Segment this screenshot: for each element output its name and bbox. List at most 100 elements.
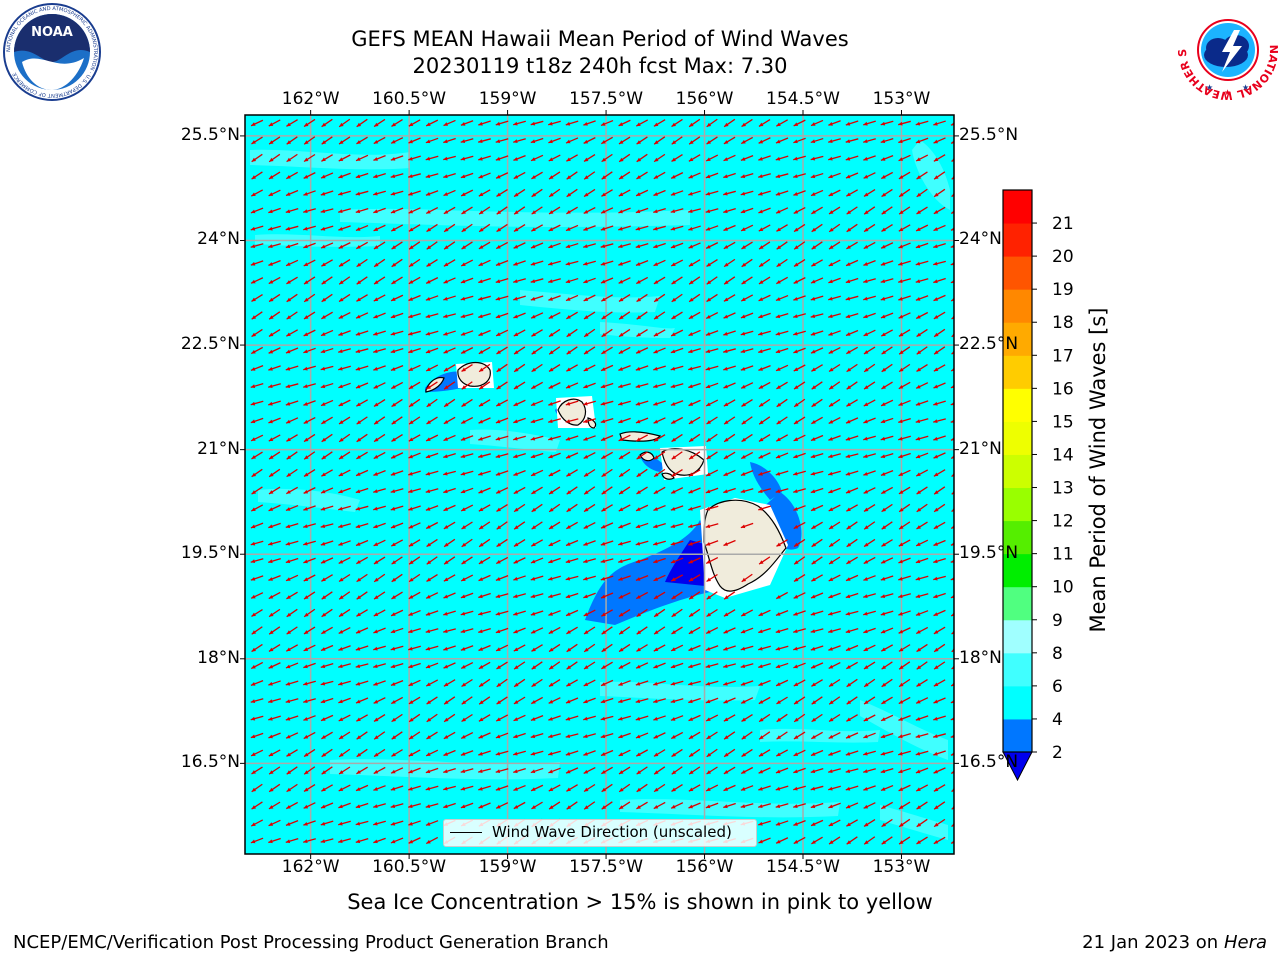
wave-direction-arrow xyxy=(548,575,561,581)
wave-direction-arrow xyxy=(688,259,701,267)
wave-direction-arrow xyxy=(303,347,316,354)
wave-direction-arrow xyxy=(321,154,333,162)
wave-direction-arrow xyxy=(933,206,946,215)
wave-direction-arrow xyxy=(548,593,561,599)
wave-direction-arrow xyxy=(268,504,281,512)
wave-direction-arrow xyxy=(705,784,719,792)
wave-direction-arrow xyxy=(828,295,841,301)
wave-direction-arrow xyxy=(863,644,876,652)
wave-direction-arrow xyxy=(635,698,649,704)
wave-direction-arrow xyxy=(618,522,631,529)
wave-direction-arrow xyxy=(793,241,806,250)
wave-direction-arrow xyxy=(723,190,736,196)
wave-direction-arrow xyxy=(636,626,648,635)
colorbar-tick-label: 21 xyxy=(1052,214,1074,234)
wave-direction-arrow xyxy=(863,329,876,337)
wave-direction-arrow xyxy=(320,172,334,179)
wave-direction-arrow xyxy=(670,365,684,371)
wave-direction-arrow xyxy=(723,276,736,285)
wave-direction-arrow xyxy=(268,749,281,757)
wave-direction-arrow xyxy=(776,416,788,425)
lat-label-right: 19.5°N xyxy=(959,543,1019,564)
wave-direction-arrow xyxy=(461,538,473,548)
wave-direction-arrow xyxy=(706,573,718,583)
wave-direction-arrow xyxy=(846,206,858,215)
wave-direction-arrow xyxy=(653,119,666,127)
wave-direction-arrow xyxy=(863,470,876,476)
wave-direction-arrow xyxy=(723,645,736,651)
wave-direction-arrow xyxy=(618,400,631,406)
wave-direction-arrow xyxy=(636,329,648,337)
wave-direction-arrow xyxy=(285,225,299,231)
wave-direction-arrow xyxy=(810,155,824,161)
wave-direction-arrow xyxy=(583,277,596,284)
wave-direction-arrow xyxy=(601,346,613,355)
wave-direction-arrow xyxy=(880,295,894,301)
wave-direction-arrow xyxy=(618,365,631,371)
wave-direction-arrow xyxy=(635,749,649,757)
wave-direction-arrow xyxy=(898,399,911,407)
wave-direction-arrow xyxy=(355,697,369,704)
wave-direction-arrow xyxy=(863,627,876,634)
wave-direction-arrow xyxy=(321,574,333,582)
wave-direction-arrow xyxy=(548,418,561,424)
wave-direction-arrow xyxy=(531,329,543,337)
wave-direction-arrow xyxy=(303,557,316,564)
wave-direction-arrow xyxy=(740,155,754,161)
wave-direction-arrow xyxy=(688,172,701,179)
wave-direction-arrow xyxy=(356,136,368,145)
wave-direction-arrow xyxy=(268,801,281,810)
wave-direction-arrow xyxy=(688,242,701,249)
colorbar-tick-label: 4 xyxy=(1052,710,1063,730)
wave-direction-arrow xyxy=(915,733,929,739)
wave-direction-arrow xyxy=(723,609,736,617)
wave-direction-arrow xyxy=(355,208,369,214)
wave-direction-arrow xyxy=(793,556,806,565)
wave-direction-arrow xyxy=(443,381,456,390)
wave-direction-arrow xyxy=(933,643,946,653)
wave-direction-arrow xyxy=(425,521,439,530)
wave-direction-arrow xyxy=(548,242,561,249)
wave-direction-arrow xyxy=(390,381,404,390)
wave-direction-arrow xyxy=(758,713,771,723)
wave-direction-arrow xyxy=(740,645,754,651)
wave-direction-arrow xyxy=(618,783,631,793)
wave-direction-arrow xyxy=(915,697,929,704)
wave-direction-arrow xyxy=(846,661,858,670)
wave-direction-arrow xyxy=(408,381,421,390)
wave-direction-arrow xyxy=(373,785,386,791)
wave-direction-arrow xyxy=(653,329,666,337)
wave-direction-arrow xyxy=(355,172,369,179)
wave-direction-arrow xyxy=(723,154,736,162)
wave-direction-arrow xyxy=(530,696,544,705)
wave-direction-arrow xyxy=(810,802,824,809)
wave-direction-arrow xyxy=(338,433,351,443)
wave-direction-arrow xyxy=(548,452,561,459)
wave-direction-arrow xyxy=(495,138,509,144)
wave-direction-arrow xyxy=(758,749,771,757)
wave-direction-arrow xyxy=(618,294,631,302)
wave-direction-arrow xyxy=(565,609,579,617)
wave-direction-arrow xyxy=(530,575,544,581)
wave-direction-arrow xyxy=(443,574,456,582)
wave-direction-arrow xyxy=(408,803,421,809)
wave-direction-arrow xyxy=(478,661,491,670)
wave-direction-arrow xyxy=(793,820,806,826)
wave-direction-arrow xyxy=(810,137,824,144)
wave-direction-arrow xyxy=(443,330,456,336)
wave-direction-arrow xyxy=(443,155,456,161)
wave-direction-arrow xyxy=(583,137,596,144)
wave-direction-arrow xyxy=(408,662,421,669)
wave-direction-arrow xyxy=(898,557,911,564)
wave-direction-arrow xyxy=(583,206,596,215)
wave-direction-arrow xyxy=(355,382,369,389)
noaa-logo: NOAA NATIONAL OCEANIC AND ATMOSPHERIC AD… xyxy=(3,3,101,101)
wave-direction-arrow xyxy=(705,645,719,651)
wave-direction-arrow xyxy=(548,154,561,162)
wave-direction-arrow xyxy=(495,610,509,616)
wave-direction-arrow xyxy=(425,452,439,459)
wave-direction-arrow xyxy=(338,714,351,722)
colorbar-segment xyxy=(1003,355,1032,389)
wave-direction-arrow xyxy=(723,224,736,232)
wave-direction-arrow xyxy=(828,223,841,233)
